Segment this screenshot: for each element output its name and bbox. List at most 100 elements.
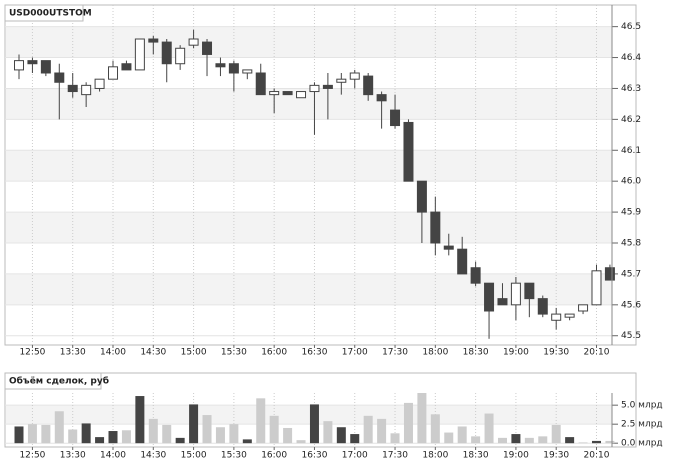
x-tick-label: 18:30 (463, 348, 489, 358)
candle-body (537, 298, 548, 315)
x-tick-label: 17:30 (382, 451, 408, 461)
candle-body (376, 94, 387, 102)
x-tick-label: 14:00 (100, 348, 126, 358)
volume-bar (41, 424, 51, 444)
volume-bar (175, 437, 185, 444)
y-tick-label: 45.5 (621, 331, 641, 341)
candle-body (470, 267, 481, 284)
y-tick-label: 2.5 млрд (621, 420, 663, 430)
volume-bar (430, 414, 440, 444)
x-tick-label: 17:00 (342, 348, 368, 358)
x-tick-label: 15:00 (181, 348, 207, 358)
x-tick-label: 15:30 (221, 451, 247, 461)
volume-bar (162, 424, 172, 444)
candle-body (591, 270, 602, 306)
candle-body (242, 69, 253, 74)
grid-band (6, 212, 612, 243)
x-tick-label: 12:50 (19, 348, 45, 358)
candle-body (322, 84, 333, 89)
x-tick-label: 16:30 (301, 348, 327, 358)
main-panel (4, 4, 637, 346)
volume-bar (551, 424, 561, 444)
candle-body (81, 84, 92, 96)
grid-band (6, 26, 612, 58)
y-tick-label: 46.0 (621, 177, 641, 187)
candle-body (134, 38, 145, 71)
y-tick-label: 46.3 (621, 84, 641, 94)
grid-band (6, 273, 612, 305)
candle-body (282, 91, 293, 96)
x-tick-label: 15:00 (181, 451, 207, 461)
x-tick-label: 16:00 (261, 451, 287, 461)
candle-body (40, 60, 51, 74)
volume-bar (511, 434, 521, 444)
x-tick-label: 13:30 (60, 348, 86, 358)
volume-bar (350, 434, 360, 444)
candle-body (215, 63, 226, 68)
x-tick-label: 19:30 (543, 348, 569, 358)
volume-bar (578, 442, 588, 444)
x-tick-label: 20:10 (584, 348, 610, 358)
volume-bar (68, 429, 78, 444)
x-tick-label: 14:30 (140, 348, 166, 358)
volume-bar (229, 424, 239, 444)
candle-body (403, 121, 414, 182)
candle-body (430, 211, 441, 244)
volume-bar (121, 430, 131, 444)
x-tick-label: 12:50 (19, 451, 45, 461)
volume-bar (336, 427, 346, 444)
candle-body (497, 298, 508, 306)
candle-body (121, 63, 132, 71)
candle-body (349, 72, 360, 80)
candle-body (175, 47, 186, 65)
volume-bar (484, 413, 494, 444)
volume-bar (471, 436, 481, 444)
volume-bar (189, 404, 199, 444)
x-tick-label: 19:30 (543, 451, 569, 461)
volume-bar (363, 415, 373, 444)
volume-panel (4, 372, 637, 448)
x-tick-label: 19:00 (503, 348, 529, 358)
volume-bar (202, 415, 212, 444)
candle-body (484, 282, 495, 312)
candle-body (14, 60, 24, 71)
x-tick-label: 20:10 (584, 451, 610, 461)
candle-body (296, 91, 307, 99)
candle-body (416, 180, 427, 213)
candle-body (443, 245, 454, 250)
volume-bar (591, 440, 601, 444)
volume-bar (81, 423, 91, 444)
y-tick-label: 46.4 (621, 53, 641, 63)
volume-bar (444, 432, 454, 444)
volume-bar (605, 440, 615, 444)
y-tick-label: 46.2 (621, 115, 641, 125)
y-tick-label: 45.7 (621, 269, 641, 279)
candle-body (228, 63, 239, 74)
candle-body (188, 38, 199, 46)
volume-bar (283, 427, 293, 444)
x-tick-label: 15:30 (221, 348, 247, 358)
volume-bar (296, 440, 306, 444)
volume-bar (390, 433, 400, 444)
volume-bar (256, 398, 266, 444)
x-tick-label: 18:00 (422, 451, 448, 461)
grid-band (6, 88, 612, 120)
volume-bar (14, 426, 24, 444)
y-tick-label: 5.0 млрд (621, 401, 663, 411)
candle-body (27, 60, 38, 65)
candle-body (108, 66, 119, 80)
x-tick-label: 18:00 (422, 348, 448, 358)
chart-title: USD000UTSTOM (9, 9, 92, 19)
volume-bar (309, 404, 319, 444)
candle-body (269, 91, 280, 96)
candle-body (390, 109, 401, 127)
volume-bar (323, 421, 333, 444)
x-tick-label: 14:00 (100, 451, 126, 461)
volume-bar (54, 411, 64, 444)
y-tick-label: 46.5 (621, 22, 641, 32)
y-tick-label: 45.9 (621, 208, 641, 218)
candle-body (202, 41, 213, 55)
volume-bar (377, 418, 387, 444)
volume-bar (148, 418, 158, 444)
